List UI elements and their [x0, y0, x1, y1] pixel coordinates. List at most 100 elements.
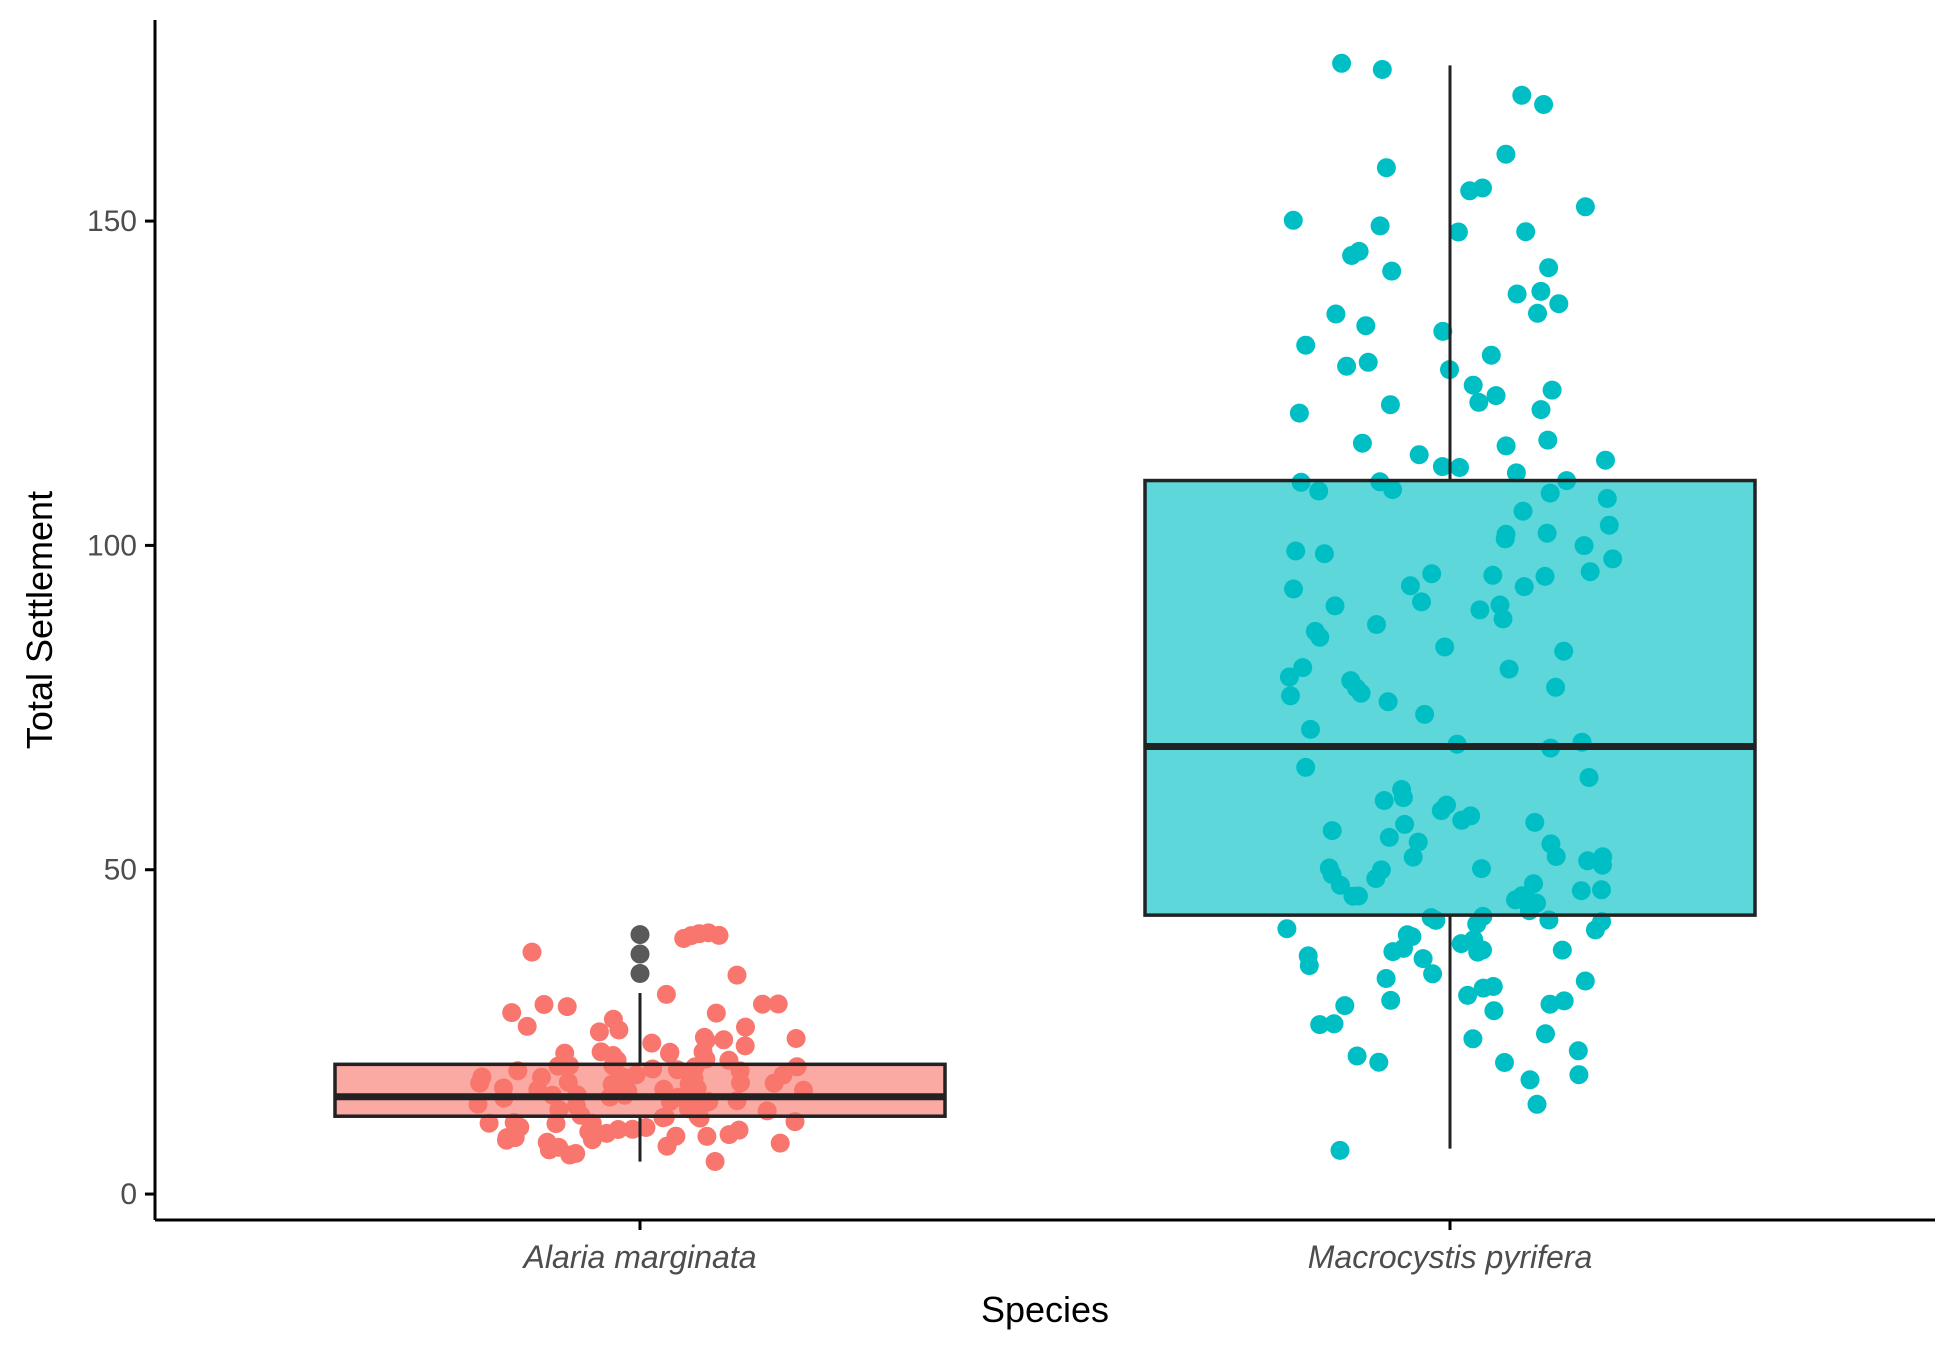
data-point	[1409, 445, 1429, 465]
data-point	[1376, 969, 1396, 988]
data-point	[522, 942, 542, 962]
x-axis-title: Species	[981, 1289, 1109, 1330]
data-point	[517, 1016, 537, 1036]
data-point	[727, 965, 747, 985]
y-tick-label: 150	[87, 205, 137, 238]
data-point	[1534, 95, 1554, 114]
data-point	[768, 994, 788, 1014]
data-point	[1536, 1024, 1555, 1044]
data-point	[1481, 345, 1501, 365]
data-point	[1496, 436, 1516, 456]
data-point	[1358, 352, 1378, 372]
data-point	[1347, 1046, 1367, 1066]
data-point	[1423, 964, 1443, 984]
data-point	[1549, 294, 1569, 314]
data-point	[1381, 990, 1401, 1010]
data-point	[1575, 197, 1595, 217]
data-point	[1356, 316, 1376, 336]
data-point	[589, 1022, 609, 1042]
data-point	[1469, 392, 1489, 412]
boxplot-group	[1143, 65, 1757, 1149]
data-point	[1277, 919, 1297, 939]
data-point	[719, 1125, 739, 1145]
data-point	[1585, 920, 1605, 940]
data-point	[609, 1020, 629, 1040]
data-point	[1296, 335, 1316, 355]
data-point	[1512, 85, 1532, 105]
data-point	[1372, 60, 1392, 79]
data-point	[1596, 450, 1615, 470]
data-point	[1463, 375, 1483, 395]
data-point	[1516, 222, 1536, 242]
iqr-box	[333, 1062, 947, 1118]
data-point	[1310, 1015, 1330, 1035]
outlier-point	[630, 944, 650, 964]
data-point	[1349, 241, 1369, 261]
data-point	[1554, 991, 1574, 1011]
iqr-box	[1143, 478, 1757, 917]
data-point	[657, 1136, 677, 1156]
y-ticks-layer: 0 50 100 150	[87, 205, 155, 1211]
data-point	[560, 1145, 580, 1165]
data-point	[1352, 433, 1372, 453]
data-point	[705, 1152, 725, 1171]
data-point	[1289, 403, 1309, 423]
data-point	[1450, 458, 1469, 477]
data-point	[1335, 996, 1355, 1016]
data-point	[1527, 1094, 1547, 1114]
data-point	[1433, 321, 1453, 341]
data-point	[479, 1113, 499, 1133]
data-point	[1460, 181, 1480, 201]
data-point	[502, 1003, 522, 1023]
data-point	[642, 1033, 662, 1053]
data-point	[623, 1119, 643, 1139]
boxes-layer	[333, 65, 1757, 1162]
boxplot-group	[333, 925, 947, 1162]
data-point	[557, 997, 577, 1017]
data-point	[1495, 1053, 1514, 1072]
data-point	[697, 1126, 717, 1146]
y-tick-label: 0	[120, 1178, 137, 1211]
x-ticks-layer: Alaria marginata Macrocystis pyrifera	[522, 1220, 1593, 1275]
data-point	[1539, 258, 1559, 278]
x-tick-label: Macrocystis pyrifera	[1308, 1239, 1593, 1275]
data-point	[1520, 1070, 1540, 1090]
data-point	[1283, 210, 1303, 230]
data-point	[1451, 934, 1471, 954]
data-point	[1448, 222, 1468, 242]
data-point	[1484, 1001, 1504, 1021]
data-point	[1528, 303, 1547, 323]
data-point	[1369, 1052, 1389, 1072]
data-point	[1382, 261, 1402, 281]
data-point	[1467, 914, 1487, 934]
data-point	[1575, 971, 1595, 991]
data-point	[1463, 1029, 1483, 1049]
y-axis-title: Total Settlement	[19, 491, 60, 749]
data-point	[706, 1003, 726, 1023]
y-tick-label: 100	[87, 529, 137, 562]
data-point	[674, 929, 694, 948]
data-point	[1569, 1065, 1589, 1085]
data-point	[1370, 216, 1390, 236]
data-point	[1332, 53, 1352, 73]
data-point	[714, 1030, 734, 1050]
data-point	[735, 1036, 755, 1056]
data-point	[1299, 956, 1319, 976]
outlier-point	[630, 964, 650, 984]
data-point	[1330, 1140, 1350, 1160]
data-point	[597, 1123, 617, 1143]
data-point	[1538, 430, 1558, 450]
data-point	[1568, 1041, 1588, 1061]
data-point	[1380, 395, 1400, 415]
data-point	[1376, 158, 1396, 178]
data-point	[555, 1043, 575, 1063]
data-point	[656, 984, 676, 1004]
data-point	[1486, 386, 1506, 406]
data-point	[1540, 994, 1560, 1014]
data-point	[1324, 1014, 1344, 1034]
data-point	[736, 1017, 755, 1037]
data-point	[770, 1133, 790, 1153]
y-tick-label: 50	[104, 854, 137, 887]
data-point	[1483, 977, 1503, 996]
data-point	[582, 1130, 602, 1150]
